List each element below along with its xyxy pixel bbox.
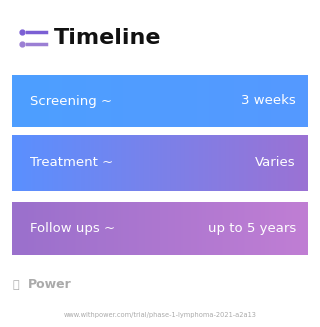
Text: up to 5 years: up to 5 years <box>208 222 296 235</box>
Text: www.withpower.com/trial/phase-1-lymphoma-2021-a2a13: www.withpower.com/trial/phase-1-lymphoma… <box>64 312 256 318</box>
FancyBboxPatch shape <box>12 75 308 127</box>
Text: Varies: Varies <box>255 157 296 169</box>
Text: 3 weeks: 3 weeks <box>241 95 296 108</box>
Text: Power: Power <box>28 279 72 291</box>
Text: Follow ups ~: Follow ups ~ <box>30 222 115 235</box>
Text: Timeline: Timeline <box>54 28 162 48</box>
Text: Treatment ~: Treatment ~ <box>30 157 113 169</box>
FancyBboxPatch shape <box>12 202 308 255</box>
FancyBboxPatch shape <box>12 135 308 191</box>
Text: Screening ~: Screening ~ <box>30 95 112 108</box>
Text: ⏻: ⏻ <box>13 280 19 290</box>
